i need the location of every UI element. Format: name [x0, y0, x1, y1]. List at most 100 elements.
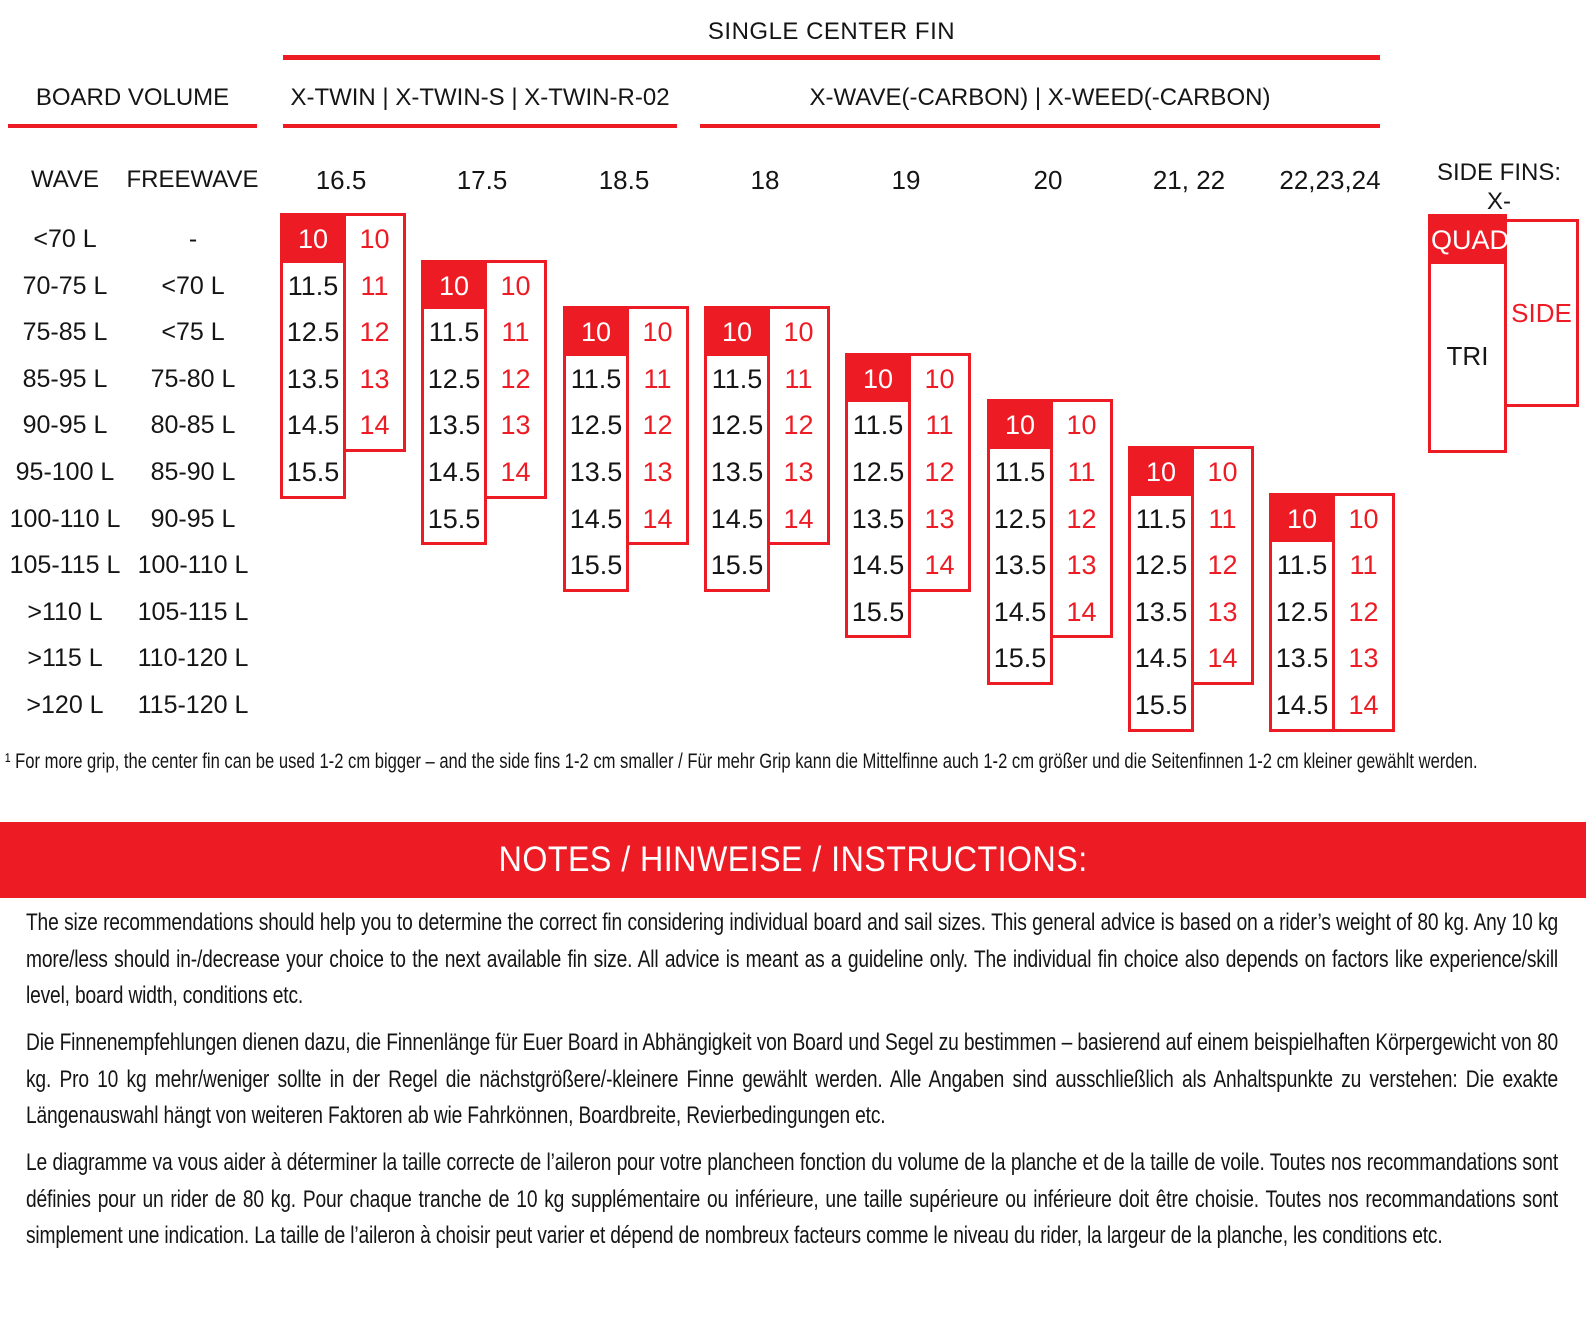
center-fin-value: 15.5	[851, 596, 905, 627]
fin-size-header: 20	[1033, 165, 1063, 195]
volume-wave-cell: 105-115 L	[9, 551, 121, 580]
volume-freewave-cell: -	[188, 225, 198, 253]
center-fin-header-value: 10	[283, 216, 343, 263]
center-fin-value: 15.5	[710, 550, 764, 581]
center-fin-value: 14.5	[851, 550, 905, 581]
center-fin-value: 14.5	[710, 503, 764, 534]
fin-size-header: 21, 22	[1152, 165, 1226, 195]
center-fin-value: 11.5	[287, 270, 339, 301]
side-fin-value: 13	[1207, 596, 1238, 627]
side-fins-side-box: SIDE	[1504, 219, 1579, 407]
fin-size-header: 16.5	[315, 165, 367, 195]
center-fin-column: 10 11.5 12.5 13.5 14.5 15.5	[563, 306, 629, 592]
side-fin-value: 13	[500, 410, 531, 441]
side-fin-value: 12	[783, 410, 814, 441]
footnote: ¹ For more grip, the center fin can be u…	[5, 750, 1478, 773]
side-fins-header-line2: X-	[1487, 188, 1511, 215]
side-fin-value: 10	[500, 270, 531, 301]
notes-paragraph-english-text: The size recommendations should help you…	[26, 909, 1559, 1010]
volume-freewave-cell: 105-115 L	[137, 597, 249, 626]
side-fin-column: 10 11 12 13 14	[1191, 446, 1254, 685]
fin-table: <70 L 70-75 L 75-85 L 85-95 L 90-95 L 95-100 …	[9, 165, 1395, 732]
side-fin-value: 10	[783, 317, 814, 348]
center-fin-value: 13.5	[569, 456, 623, 487]
center-fin-value: 14.5	[569, 503, 623, 534]
side-fin-value: 11	[1067, 456, 1096, 487]
center-fin-value: 14.5	[993, 596, 1047, 627]
volume-wave-cell: 70-75 L	[22, 271, 108, 300]
center-fin-column: 10 11.5 12.5 13.5 14.5 15.5	[1128, 446, 1194, 732]
board-volume-underline	[8, 124, 257, 128]
center-fin-value: 11.5	[428, 317, 480, 348]
center-fin-header-value: 10	[848, 355, 908, 403]
center-fin-value: 11.5	[852, 410, 904, 441]
volume-wave-cell: 90-95 L	[22, 411, 108, 440]
side-fin-value: 13	[359, 363, 390, 394]
side-fin-value: 13	[783, 456, 814, 487]
volume-freewave-cell: <70 L	[161, 271, 225, 300]
fin-size-header: 18.5	[598, 165, 650, 195]
side-fin-column: 10 11 12 13 14	[1332, 492, 1395, 732]
side-fin-value: 10	[924, 363, 955, 394]
side-fin-value: 11	[643, 363, 672, 394]
side-fin-value: 12	[1066, 503, 1097, 534]
side-fin-value: 14	[359, 410, 390, 441]
side-fin-value: 14	[500, 456, 531, 487]
fin-size-header: 19	[891, 165, 921, 195]
center-fin-value: 15.5	[1134, 689, 1188, 720]
center-fin-value: 13.5	[710, 456, 764, 487]
center-fin-value: 12.5	[1134, 550, 1188, 581]
side-fin-value: 12	[1348, 596, 1379, 627]
volume-wave-cell: <70 L	[33, 225, 97, 253]
side-fin-value: 12	[924, 456, 955, 487]
tri-box-label: TRI	[1446, 341, 1489, 372]
notes-paragraph-french: Le diagramme va vous aider à déterminer …	[26, 1145, 1558, 1255]
center-fin-column: 10 11.5 12.5 13.5 14.5	[1269, 492, 1335, 732]
center-fin-value: 12.5	[993, 503, 1047, 534]
page-title: SINGLE CENTER FIN	[707, 18, 956, 45]
volume-wave-cell: 95-100 L	[15, 458, 115, 486]
side-fin-value: 12	[1207, 550, 1238, 581]
side-fin-value: 11	[925, 410, 954, 441]
side-fin-value: 13	[642, 456, 673, 487]
side-fin-value: 14	[783, 503, 814, 534]
volume-wave-cell: >120 L	[26, 691, 104, 719]
volume-wave-cell: 75-85 L	[22, 318, 108, 347]
notes-paragraph-german-text: Die Finnenempfehlungen dienen dazu, die …	[26, 1029, 1559, 1130]
center-fin-header-value: 10	[707, 309, 767, 356]
center-fin-value: 14.5	[1134, 643, 1188, 674]
side-fin-value: 12	[642, 410, 673, 441]
side-fin-value: 10	[1348, 503, 1379, 534]
side-fin-value: 10	[1207, 457, 1238, 487]
center-fin-column: 10 11.5 12.5 13.5 14.5 15.5	[845, 352, 911, 639]
side-fins-header: SIDE FINS: X-	[1412, 158, 1586, 216]
side-fin-value: 14	[1348, 689, 1379, 720]
center-fin-value: 15.5	[286, 456, 340, 487]
volume-freewave-cell: 110-120 L	[137, 644, 249, 673]
side-fin-value: 11	[1349, 550, 1378, 581]
side-fins-quad-tri-box: QUAD TRI	[1428, 214, 1509, 453]
center-fin-column: 10 11.5 12.5 13.5 14.5 15.5	[704, 306, 770, 592]
center-fin-value: 12.5	[851, 456, 905, 487]
center-fin-header-value: 10	[1131, 449, 1191, 496]
column-header-freewave: FREEWAVE	[126, 166, 259, 193]
center-fin-value: 15.5	[993, 643, 1047, 674]
center-fin-value: 12.5	[286, 317, 340, 348]
board-volume-header: BOARD VOLUME	[35, 84, 230, 111]
center-fin-value: 15.5	[569, 550, 623, 581]
center-fin-value: 13.5	[993, 550, 1047, 581]
side-fins-header-line1: SIDE FINS:	[1436, 159, 1562, 186]
volume-freewave-cell: 100-110 L	[137, 551, 249, 580]
side-fin-value: 14	[924, 550, 955, 581]
column-header-wave: WAVE	[30, 166, 99, 193]
center-fin-column: 10 11.5 12.5 13.5 14.5 15.5	[421, 259, 487, 546]
center-fin-column: 10 11.5 12.5 13.5 14.5 15.5	[280, 213, 346, 499]
side-fin-value: 11	[501, 317, 530, 348]
center-fin-value: 13.5	[851, 503, 905, 534]
side-fin-value: 10	[359, 224, 390, 254]
notes-paragraph-german: Die Finnenempfehlungen dienen dazu, die …	[26, 1025, 1558, 1135]
title-underline	[283, 55, 1380, 60]
center-fin-value: 15.5	[427, 503, 481, 534]
side-fin-value: 13	[1066, 550, 1097, 581]
side-fin-column: 10 11 12 13 14	[484, 259, 547, 499]
